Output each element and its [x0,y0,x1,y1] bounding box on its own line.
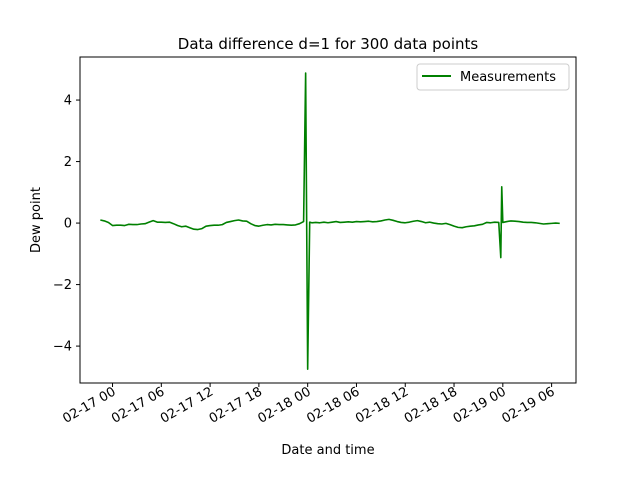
x-axis-label: Date and time [281,443,374,458]
series-line-measurements [100,72,560,370]
legend-box [416,63,570,91]
legend-label-measurements: Measurements [460,70,556,85]
y-tick-label: −2 [53,278,72,293]
series-layer [100,72,560,370]
y-axis-label: Dew point [29,187,44,253]
axes-frame [79,56,577,384]
y-tick-label: 2 [64,155,72,170]
y-tick-label: −4 [53,340,72,355]
y-axis: −4 −2 0 2 4 [53,94,80,355]
y-tick-label: 4 [64,94,72,109]
y-tick-label: 0 [64,217,72,232]
chart-title: Data difference d=1 for 300 data points [178,35,479,53]
legend: Measurements [416,63,570,91]
